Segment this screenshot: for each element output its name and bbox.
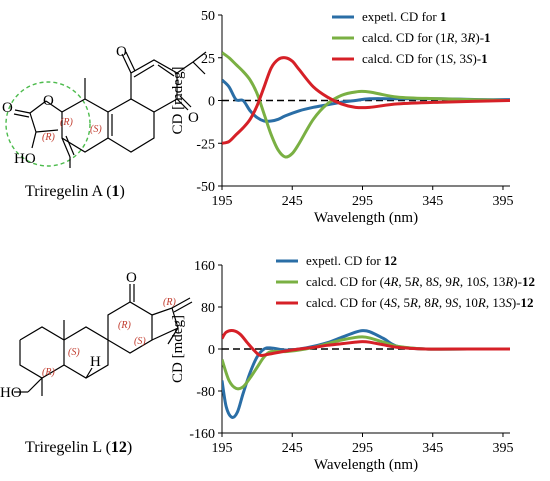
legend-entry: calcd. CD for (4R, 5R, 8S, 9R, 10S, 13R)…: [306, 274, 535, 289]
stereo-label: (R): [42, 367, 55, 378]
structure-triregelin-l: [14, 284, 193, 396]
x-axis-label: Wavelength (nm): [314, 457, 418, 473]
stereo-label: (R): [60, 117, 73, 128]
x-tick-label: 295: [352, 194, 373, 209]
series-line: [222, 56, 510, 145]
stereo-label: (S): [68, 347, 80, 358]
y-tick-label: 80: [201, 301, 215, 316]
y-tick-label: 25: [201, 52, 215, 67]
legend-entry: expetl. CD for 12: [306, 253, 397, 268]
x-tick-label: 295: [352, 441, 373, 456]
y-tick-label: -50: [196, 180, 215, 195]
legend-entry: calcd. CD for (4S, 5R, 8R, 9S, 10R, 13S)…: [306, 295, 534, 310]
legend-entry: expetl. CD for 1: [362, 9, 446, 24]
structure-caption: Triregelin A (1): [25, 183, 125, 200]
x-tick-label: 195: [212, 194, 233, 209]
x-axis-label: Wavelength (nm): [314, 210, 418, 226]
x-tick-label: 195: [212, 441, 233, 456]
atom-o-carbonyl: O: [2, 100, 13, 116]
y-tick-label: 0: [208, 95, 215, 110]
series-line: [222, 329, 510, 419]
series-line: [222, 51, 510, 159]
x-tick-label: 395: [492, 194, 513, 209]
stereo-label: (S): [134, 336, 146, 347]
y-tick-label: -25: [196, 137, 215, 152]
atom-o-quinone-1: O: [116, 44, 127, 60]
atom-o-ring: O: [43, 93, 54, 109]
stereo-label: (R): [42, 132, 55, 143]
y-tick-label: 50: [201, 9, 215, 24]
y-axis-label: CD [mdeg]: [170, 67, 186, 135]
legend-entry: calcd. CD for (1S, 3S)-1: [362, 51, 488, 66]
x-tick-label: 345: [422, 441, 443, 456]
atom-hydroxyl: HO: [14, 151, 36, 167]
series-line: [222, 329, 510, 357]
y-tick-label: -160: [189, 427, 215, 442]
stereo-label: (R): [118, 320, 131, 331]
y-tick-label: -80: [196, 385, 215, 400]
legend-entry: calcd. CD for (1R, 3R)-1: [362, 30, 491, 45]
series-line: [222, 78, 510, 123]
structure-caption: Triregelin L (12): [25, 439, 132, 456]
stereo-label: (R): [163, 297, 176, 308]
y-tick-label: 160: [194, 259, 215, 274]
structure-triregelin-a: [5, 51, 207, 168]
atom-o-quinone-2: O: [188, 110, 199, 126]
x-tick-label: 245: [282, 441, 303, 456]
atom-o-ketone: O: [126, 270, 137, 286]
y-axis-label: CD [mdeg]: [170, 315, 186, 383]
highlight-circle: [5, 81, 91, 167]
series-line: [222, 335, 510, 391]
x-tick-label: 345: [422, 194, 443, 209]
x-tick-label: 395: [492, 441, 513, 456]
x-tick-label: 245: [282, 194, 303, 209]
atom-hydroxyl: HO: [0, 385, 22, 401]
y-tick-label: 0: [208, 343, 215, 358]
stereo-label: (S): [90, 124, 102, 135]
atom-h: H: [90, 354, 101, 370]
